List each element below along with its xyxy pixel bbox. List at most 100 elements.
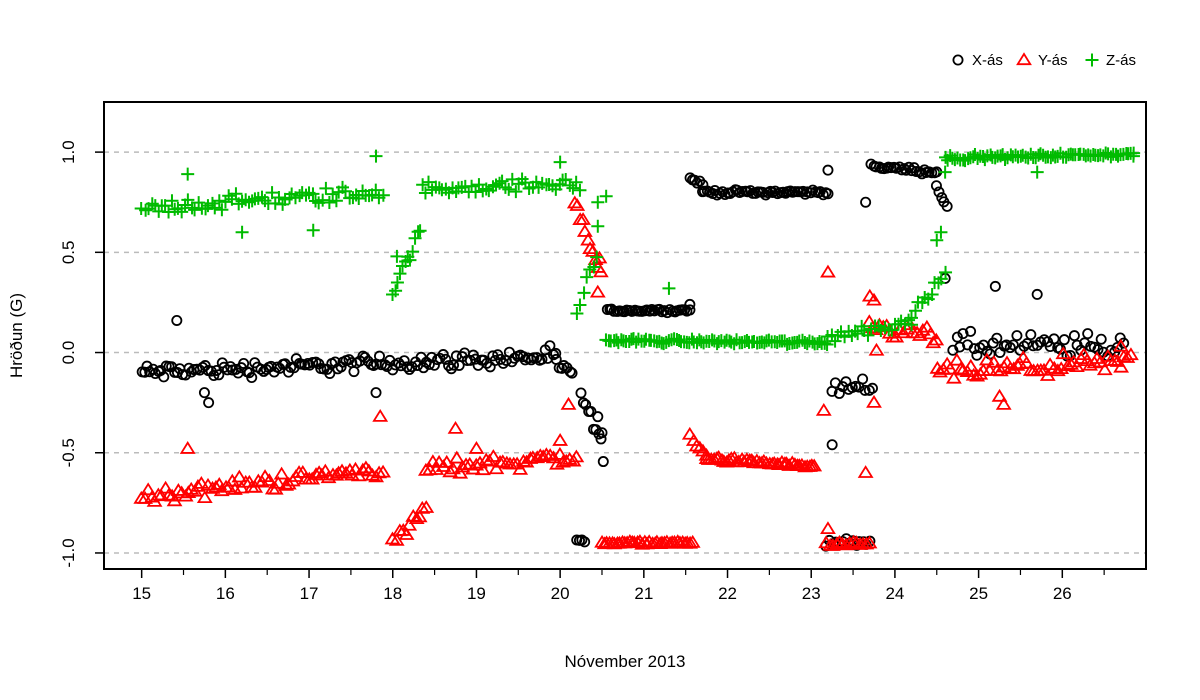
data-point [1059,358,1076,372]
data-point [165,194,179,208]
legend-marker-0 [952,54,964,66]
data-point [306,187,320,201]
data-point [968,343,980,355]
data-point [608,305,620,317]
data-point [568,449,585,463]
data-point [585,405,597,417]
data-point [215,203,229,217]
data-point [339,184,353,198]
data-point [1025,329,1037,341]
x-tick-label-5: 20 [551,584,570,603]
data-point [1119,350,1136,363]
data-point [861,535,878,549]
data-point [580,399,592,411]
data-point [181,167,195,181]
data-point [212,194,226,208]
data-point [563,178,577,192]
data-point [486,180,500,194]
data-point [139,203,153,217]
data-point [448,450,465,464]
data-point [684,298,696,310]
data-point [591,195,605,209]
data-point [860,196,872,208]
data-point [536,353,548,365]
data-point [971,152,985,166]
data-point [570,306,584,320]
data-point [576,224,593,237]
data-point [885,323,899,337]
legend-label-2: Z-ás [1106,52,1136,69]
y-tick-label-3: 0.5 [59,241,78,265]
data-point [171,314,183,326]
legend-item-1: Y-ás [1016,52,1067,69]
data-point [866,382,878,394]
data-point [662,281,676,295]
data-point [258,194,272,208]
data-point [1048,333,1060,345]
data-point [347,461,364,475]
data-point [389,284,403,298]
data-point [995,396,1012,410]
data-point [179,441,196,454]
data-point [422,175,436,189]
data-point [591,219,605,233]
data-point [1096,362,1113,376]
data-point [710,449,727,463]
data-point [914,322,931,336]
y-tick-label-0: -1.0 [59,538,78,567]
data-point [188,203,202,217]
data-point [255,363,267,375]
data-point [989,280,1001,292]
data-point [582,241,598,255]
data-point [393,267,407,281]
data-point [478,354,490,366]
data-point [1031,339,1043,351]
plot-frame [103,101,1147,570]
data-point [817,189,829,201]
data-point [941,200,953,212]
x-tick-label-10: 25 [969,584,988,603]
x-axis: 15 16 17 18 19 20 21 22 23 24 25 26 [132,569,1105,603]
x-tick-label-2: 17 [300,584,319,603]
data-point [906,165,918,177]
data-point [573,183,587,197]
data-point [681,426,698,440]
data-point [957,328,969,340]
data-point [319,181,333,195]
series-2 [134,146,1141,352]
data-point [408,511,425,525]
data-point [208,201,222,215]
y-axis-title: Hröðun (G) [7,293,26,378]
data-point [688,438,705,452]
data-point [806,458,823,472]
data-point [807,184,819,196]
data-point [468,441,485,454]
data-point [398,355,410,367]
data-point [596,427,608,439]
data-point [428,359,440,371]
data-point [390,249,404,263]
data-point [401,517,418,531]
data-point [589,284,606,298]
data-point [398,527,415,540]
data-point [175,205,189,219]
data-point [190,478,206,492]
data-point [814,186,826,198]
data-point [162,205,176,219]
data-point [822,164,834,176]
data-point [552,433,569,446]
data-point [1007,339,1019,351]
data-point [1112,338,1129,352]
data-point [423,358,435,370]
data-point [452,465,469,479]
data-point [494,454,511,468]
data-point [1031,288,1043,300]
data-point [140,482,157,496]
data-point [1011,330,1023,342]
data-point [229,187,243,201]
data-point [193,475,210,489]
data-point [302,357,314,369]
data-point [939,265,953,279]
data-point [352,191,366,205]
data-point [848,535,865,548]
